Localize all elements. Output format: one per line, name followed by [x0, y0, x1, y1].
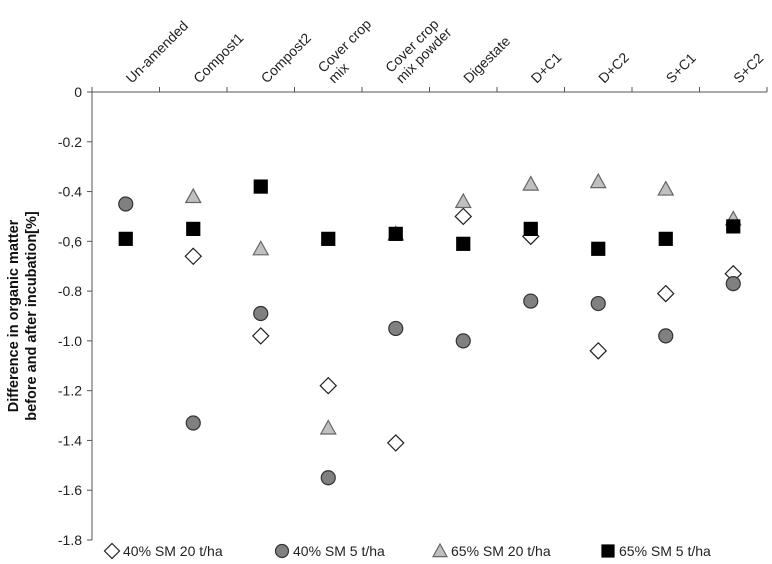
category-label: S+C2	[730, 50, 767, 87]
point-circle	[455, 333, 471, 349]
y-tick-label: -1.4	[58, 432, 82, 448]
point-circle	[118, 196, 134, 212]
point-diamond	[319, 376, 338, 395]
point-square	[591, 241, 606, 256]
plot-area	[91, 87, 768, 540]
category-label: D+C1	[528, 49, 565, 86]
point-circle	[388, 320, 404, 337]
category-label: Compost2	[258, 30, 315, 87]
category-label: S+C1	[663, 50, 700, 87]
legend-entry: 65% SM 20 t/ha	[431, 542, 551, 559]
y-tick-label: -1.8	[58, 532, 82, 548]
point-square	[388, 226, 403, 241]
y-tick-label: -1.0	[58, 333, 82, 349]
legend-label: 65% SM 5 t/ha	[619, 543, 711, 559]
point-square	[118, 231, 133, 246]
legend: 40% SM 20 t/ha 40% SM 5 t/ha 65% SM 20 t/h…	[103, 542, 711, 560]
point-square	[321, 231, 336, 246]
legend-marker-square	[601, 544, 615, 558]
point-diamond	[184, 247, 203, 266]
point-triangle	[657, 180, 675, 196]
point-triangle	[454, 192, 472, 209]
point-circle	[725, 276, 741, 292]
point-square	[726, 219, 741, 234]
point-circle	[253, 305, 269, 322]
point-circle	[658, 328, 674, 344]
category-label: D+C2	[595, 49, 632, 86]
point-circle	[320, 470, 336, 486]
point-square	[253, 179, 268, 194]
legend-marker-diamond	[103, 542, 121, 560]
y-axis: 0 -0.2 -0.4 -0,6 -0.8 -1.0 -1.2 -1.4 -1.6 -1.8	[58, 84, 92, 548]
data-points	[118, 172, 743, 486]
point-square	[658, 231, 673, 246]
category-label: Compost1	[190, 30, 247, 87]
point-triangle	[252, 240, 270, 256]
point-square	[186, 221, 201, 236]
y-tick-label: -0,6	[58, 233, 82, 249]
y-tick-label: -0.2	[58, 134, 82, 150]
point-triangle	[589, 172, 607, 189]
category-label: Digestate	[460, 33, 513, 86]
point-circle	[185, 415, 201, 431]
legend-entry: 40% SM 20 t/ha	[103, 542, 223, 560]
point-diamond	[251, 327, 270, 345]
y-tick-label: 0	[74, 84, 82, 100]
point-diamond	[656, 284, 675, 303]
y-axis-label: Difference in organic matter before and a…	[6, 211, 40, 421]
legend-entry: 65% SM 5 t/ha	[601, 543, 711, 559]
category-label: Cover cropmix	[314, 16, 384, 86]
legend-label: 65% SM 20 t/ha	[451, 543, 551, 559]
point-diamond	[454, 207, 473, 226]
y-axis-title: Difference in organic matter before and a…	[6, 211, 40, 421]
point-circle	[590, 295, 606, 312]
legend-label: 40% SM 5 t/ha	[293, 543, 385, 559]
legend-label: 40% SM 20 t/ha	[123, 543, 223, 559]
y-tick-label: -1.2	[58, 383, 82, 399]
y-tick-label: -1.6	[58, 482, 82, 498]
point-diamond	[386, 434, 405, 452]
y-tick-label: -0.8	[58, 283, 82, 299]
point-square	[523, 221, 538, 236]
point-circle	[523, 293, 539, 309]
point-triangle	[522, 175, 540, 191]
category-label: Un-amended	[123, 18, 192, 87]
legend-marker-triangle	[431, 542, 449, 558]
legend-entry: 40% SM 5 t/ha	[274, 543, 385, 559]
point-square	[456, 236, 471, 251]
y-tick-label: -0.4	[58, 184, 82, 200]
legend-marker-circle	[274, 543, 290, 559]
point-triangle	[184, 187, 202, 204]
category-label: Cover cropmix powder	[382, 13, 455, 86]
point-triangle	[319, 419, 337, 435]
point-diamond	[589, 341, 608, 360]
